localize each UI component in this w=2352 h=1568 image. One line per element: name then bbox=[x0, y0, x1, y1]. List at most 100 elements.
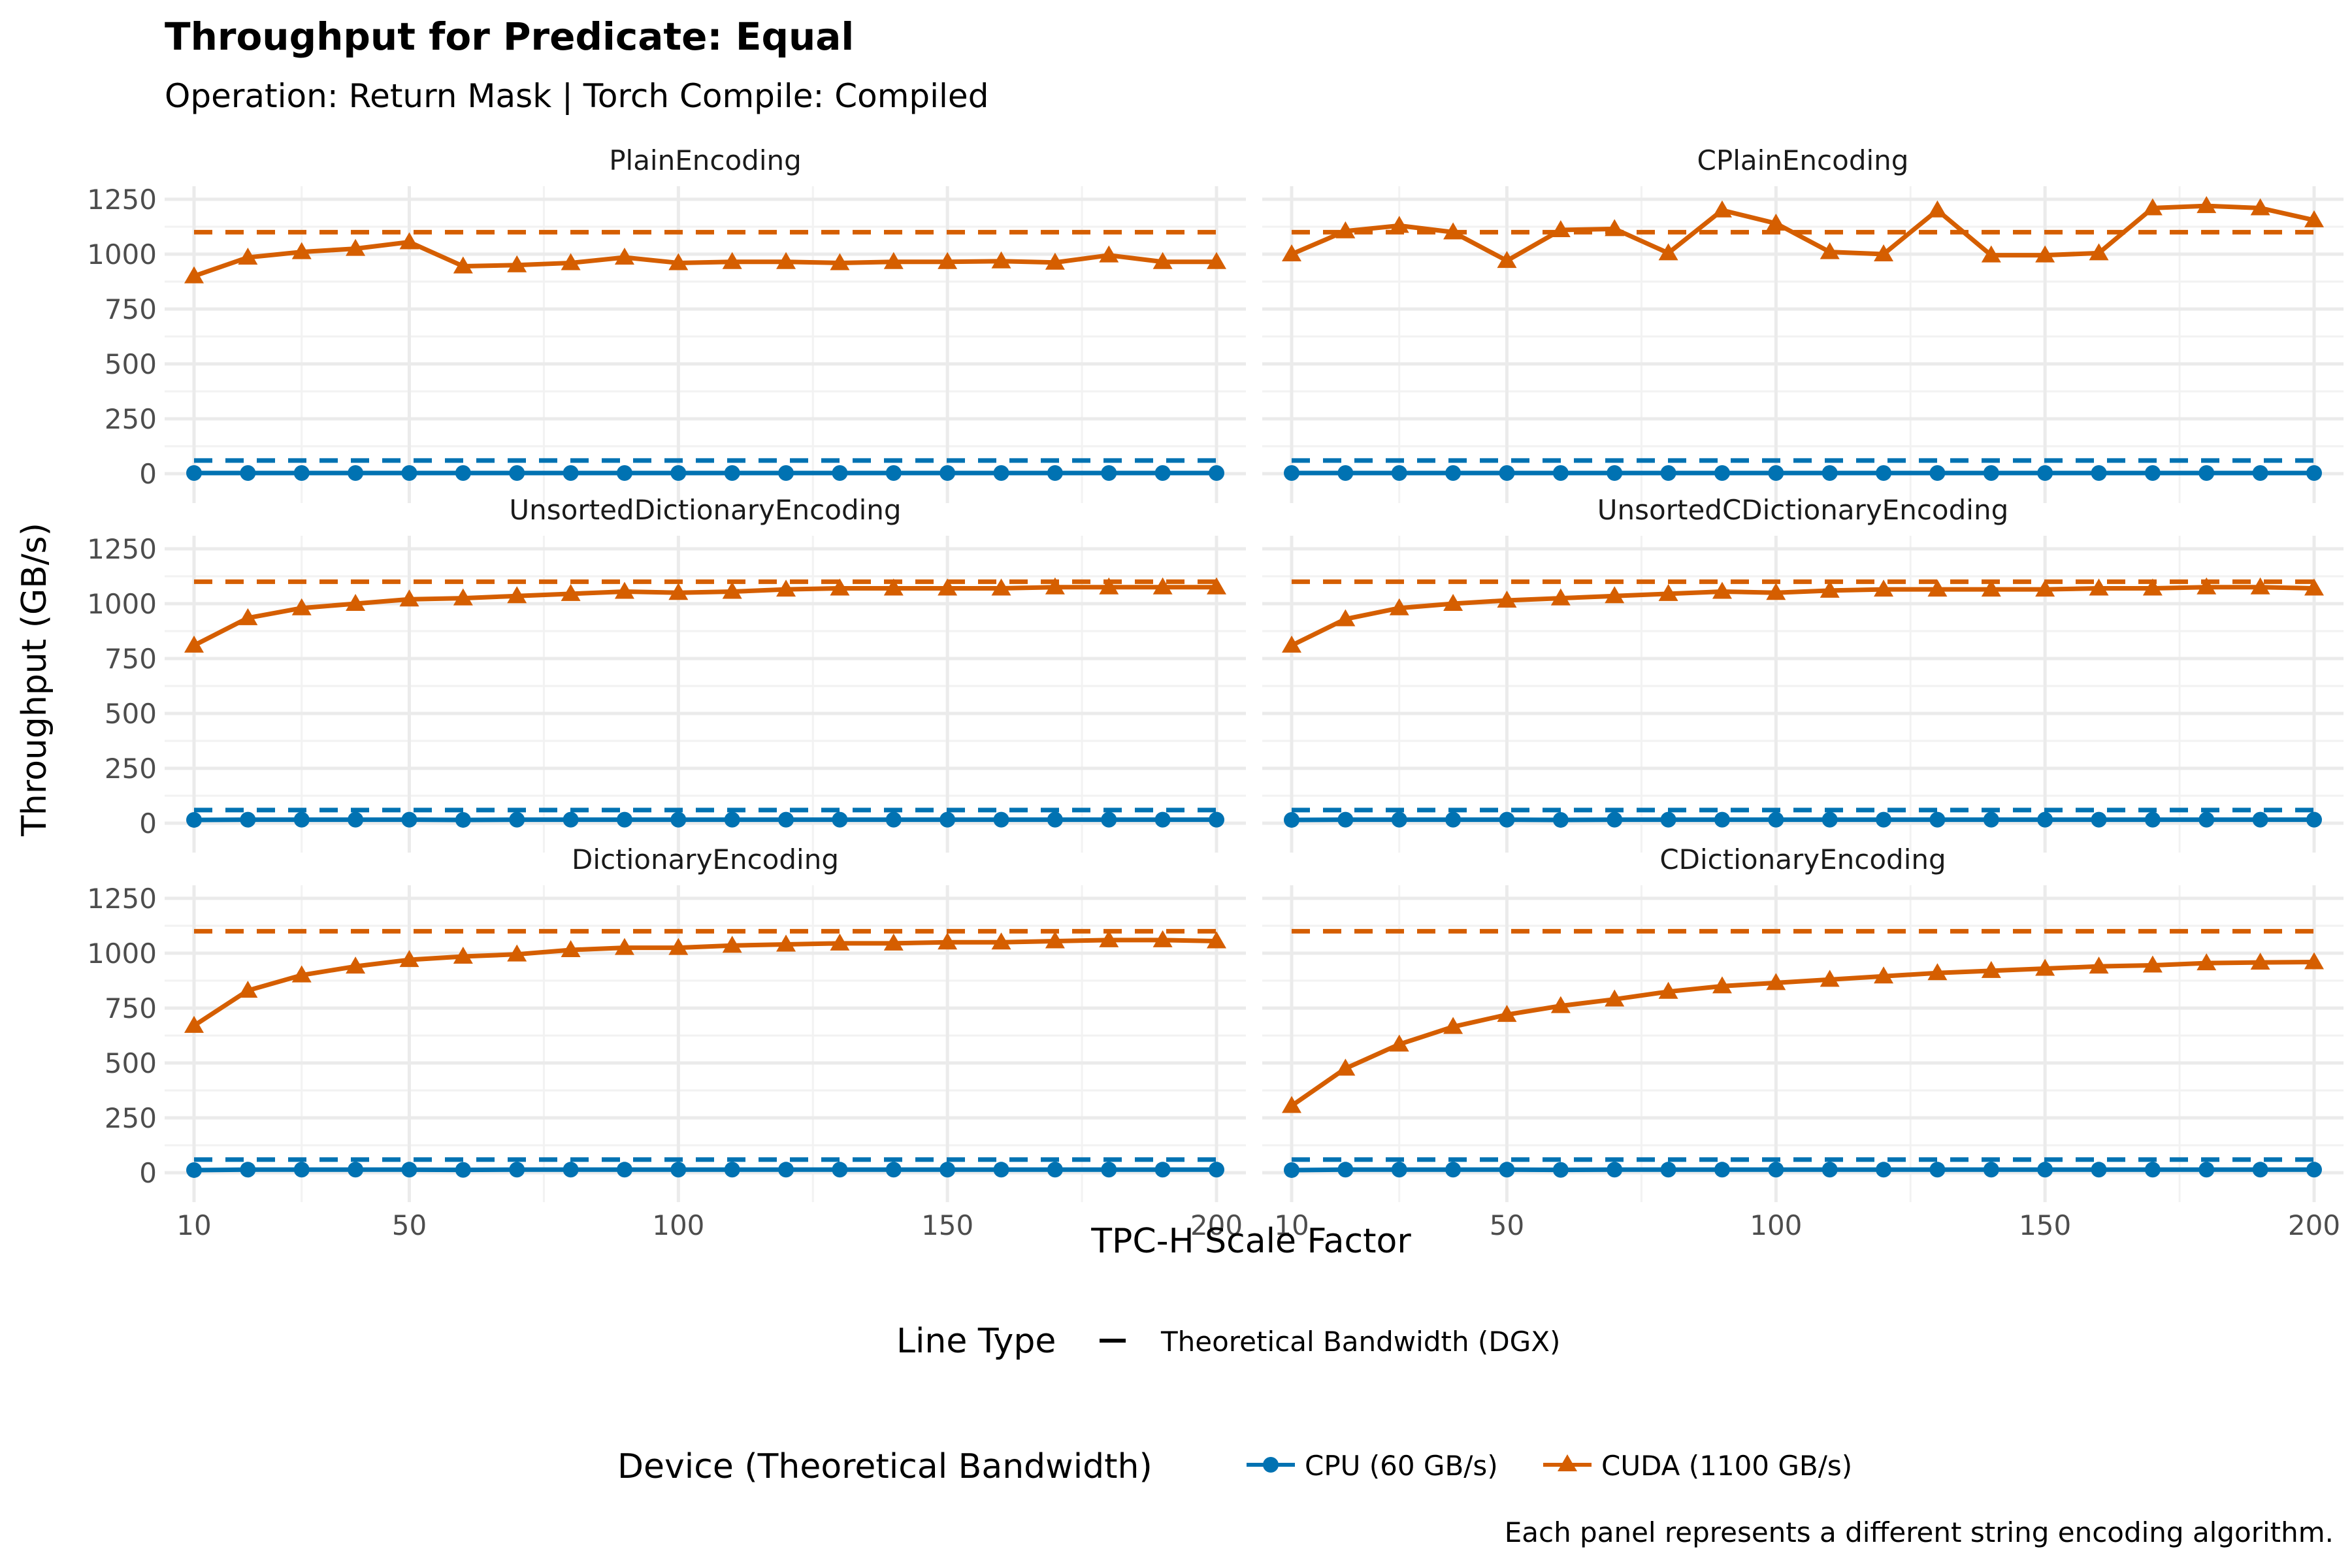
y-tick-label: 0 bbox=[139, 808, 157, 840]
data-point-cpu bbox=[778, 465, 794, 481]
data-point-cpu bbox=[2037, 811, 2053, 828]
x-tick-label: 100 bbox=[1750, 1209, 1802, 1241]
data-point-cuda bbox=[453, 588, 473, 606]
data-point-cuda bbox=[399, 589, 419, 607]
data-point-cpu bbox=[1209, 1162, 1224, 1178]
data-point-cuda bbox=[2250, 577, 2270, 595]
data-point-cuda bbox=[776, 934, 796, 952]
data-point-cpu bbox=[2091, 465, 2107, 481]
data-point-cpu bbox=[1499, 1162, 1515, 1178]
data-point-cuda bbox=[1658, 981, 1678, 999]
data-point-cpu bbox=[2252, 465, 2268, 481]
data-point-cuda bbox=[1335, 221, 1356, 238]
y-tick-label: 250 bbox=[105, 753, 157, 785]
y-tick-label: 0 bbox=[139, 1157, 157, 1189]
data-point-cuda bbox=[2250, 953, 2270, 970]
data-point-cpu bbox=[832, 1162, 848, 1178]
data-point-cpu bbox=[1552, 465, 1569, 481]
data-point-cpu bbox=[2198, 1162, 2215, 1178]
data-point-cpu bbox=[240, 1162, 256, 1178]
data-point-cuda bbox=[668, 583, 689, 600]
data-point-cuda bbox=[561, 939, 581, 957]
data-point-cuda bbox=[1550, 996, 1571, 1013]
data-point-cuda bbox=[614, 938, 634, 955]
x-tick-label: 10 bbox=[1274, 1209, 1309, 1241]
data-point-cpu bbox=[1929, 811, 1946, 828]
data-point-cuda bbox=[291, 598, 312, 615]
data-point-cpu bbox=[348, 1162, 364, 1178]
data-point-cpu bbox=[939, 811, 956, 828]
data-point-cpu bbox=[1047, 811, 1063, 828]
data-point-cpu bbox=[2306, 1162, 2322, 1178]
y-tick-label: 250 bbox=[105, 1102, 157, 1134]
y-tick-label: 750 bbox=[105, 992, 157, 1024]
data-point-cpu bbox=[1714, 465, 1730, 481]
y-axis-title: Throughput (GB/s) bbox=[15, 523, 54, 837]
data-point-cpu bbox=[509, 1162, 525, 1178]
data-point-cuda bbox=[1981, 960, 2001, 978]
data-point-cpu bbox=[724, 1162, 740, 1178]
y-tick-label: 1250 bbox=[87, 883, 157, 915]
data-point-cpu bbox=[1101, 465, 1117, 481]
data-point-cuda bbox=[346, 238, 366, 256]
data-point-cuda bbox=[1099, 930, 1119, 947]
data-point-cpu bbox=[455, 1162, 471, 1178]
data-point-cuda bbox=[2142, 198, 2163, 216]
facet-strip-label: UnsortedCDictionaryEncoding bbox=[1597, 494, 2008, 526]
data-point-cuda bbox=[507, 586, 527, 604]
x-tick-label: 10 bbox=[176, 1209, 211, 1241]
data-point-cpu bbox=[1607, 1162, 1623, 1178]
data-point-cpu bbox=[1552, 1162, 1569, 1178]
data-point-cpu bbox=[1391, 1162, 1407, 1178]
legend-cpu-key bbox=[1247, 1457, 1295, 1473]
data-point-cpu bbox=[2144, 811, 2161, 828]
data-point-cuda bbox=[2304, 210, 2324, 227]
data-point-cpu bbox=[1284, 465, 1299, 481]
y-tick-label: 750 bbox=[105, 643, 157, 675]
data-point-cpu bbox=[1929, 1162, 1946, 1178]
data-point-cuda bbox=[991, 578, 1011, 596]
data-point-cpu bbox=[993, 811, 1009, 828]
data-point-cuda bbox=[1874, 580, 1894, 597]
data-point-cpu bbox=[2198, 465, 2215, 481]
data-point-cpu bbox=[724, 811, 740, 828]
data-point-cpu bbox=[240, 811, 256, 828]
data-point-cuda bbox=[2089, 578, 2109, 596]
data-point-cuda bbox=[2089, 956, 2109, 974]
data-point-cpu bbox=[1209, 811, 1224, 828]
data-point-cuda bbox=[1282, 635, 1301, 653]
data-point-cpu bbox=[1047, 465, 1063, 481]
data-point-cuda bbox=[1658, 583, 1678, 601]
data-point-cpu bbox=[401, 1162, 417, 1178]
x-axis-title: TPC-H Scale Factor bbox=[1090, 1222, 1411, 1261]
data-point-cuda bbox=[1658, 243, 1678, 261]
data-point-cuda bbox=[668, 253, 689, 270]
data-point-cpu bbox=[1445, 1162, 1462, 1178]
data-point-cuda bbox=[1927, 963, 1948, 981]
data-point-cuda bbox=[1550, 220, 1571, 238]
data-point-cpu bbox=[1714, 1162, 1730, 1178]
data-point-cpu bbox=[1154, 811, 1171, 828]
data-point-cuda bbox=[1927, 580, 1948, 597]
data-point-cuda bbox=[830, 253, 850, 270]
data-point-cuda bbox=[1605, 586, 1625, 604]
data-point-cuda bbox=[1874, 244, 1894, 261]
data-point-cuda bbox=[2304, 578, 2324, 596]
legend-cuda-key bbox=[1543, 1454, 1592, 1471]
data-point-cpu bbox=[1499, 465, 1515, 481]
data-point-cuda bbox=[1443, 1017, 1463, 1034]
data-point-cuda bbox=[1335, 1058, 1356, 1076]
y-tick-label: 500 bbox=[105, 698, 157, 730]
data-point-cuda bbox=[1927, 200, 1948, 218]
data-point-cuda bbox=[346, 594, 366, 611]
y-tick-label: 250 bbox=[105, 403, 157, 435]
data-point-cuda bbox=[2142, 578, 2163, 596]
data-point-cuda bbox=[883, 252, 904, 269]
data-point-cuda bbox=[1605, 219, 1625, 237]
legend-cuda-label: CUDA (1100 GB/s) bbox=[1601, 1450, 1852, 1482]
data-point-cuda bbox=[991, 932, 1011, 950]
data-point-cuda bbox=[507, 255, 527, 272]
data-point-cpu bbox=[1552, 811, 1569, 828]
data-point-cpu bbox=[1391, 465, 1407, 481]
